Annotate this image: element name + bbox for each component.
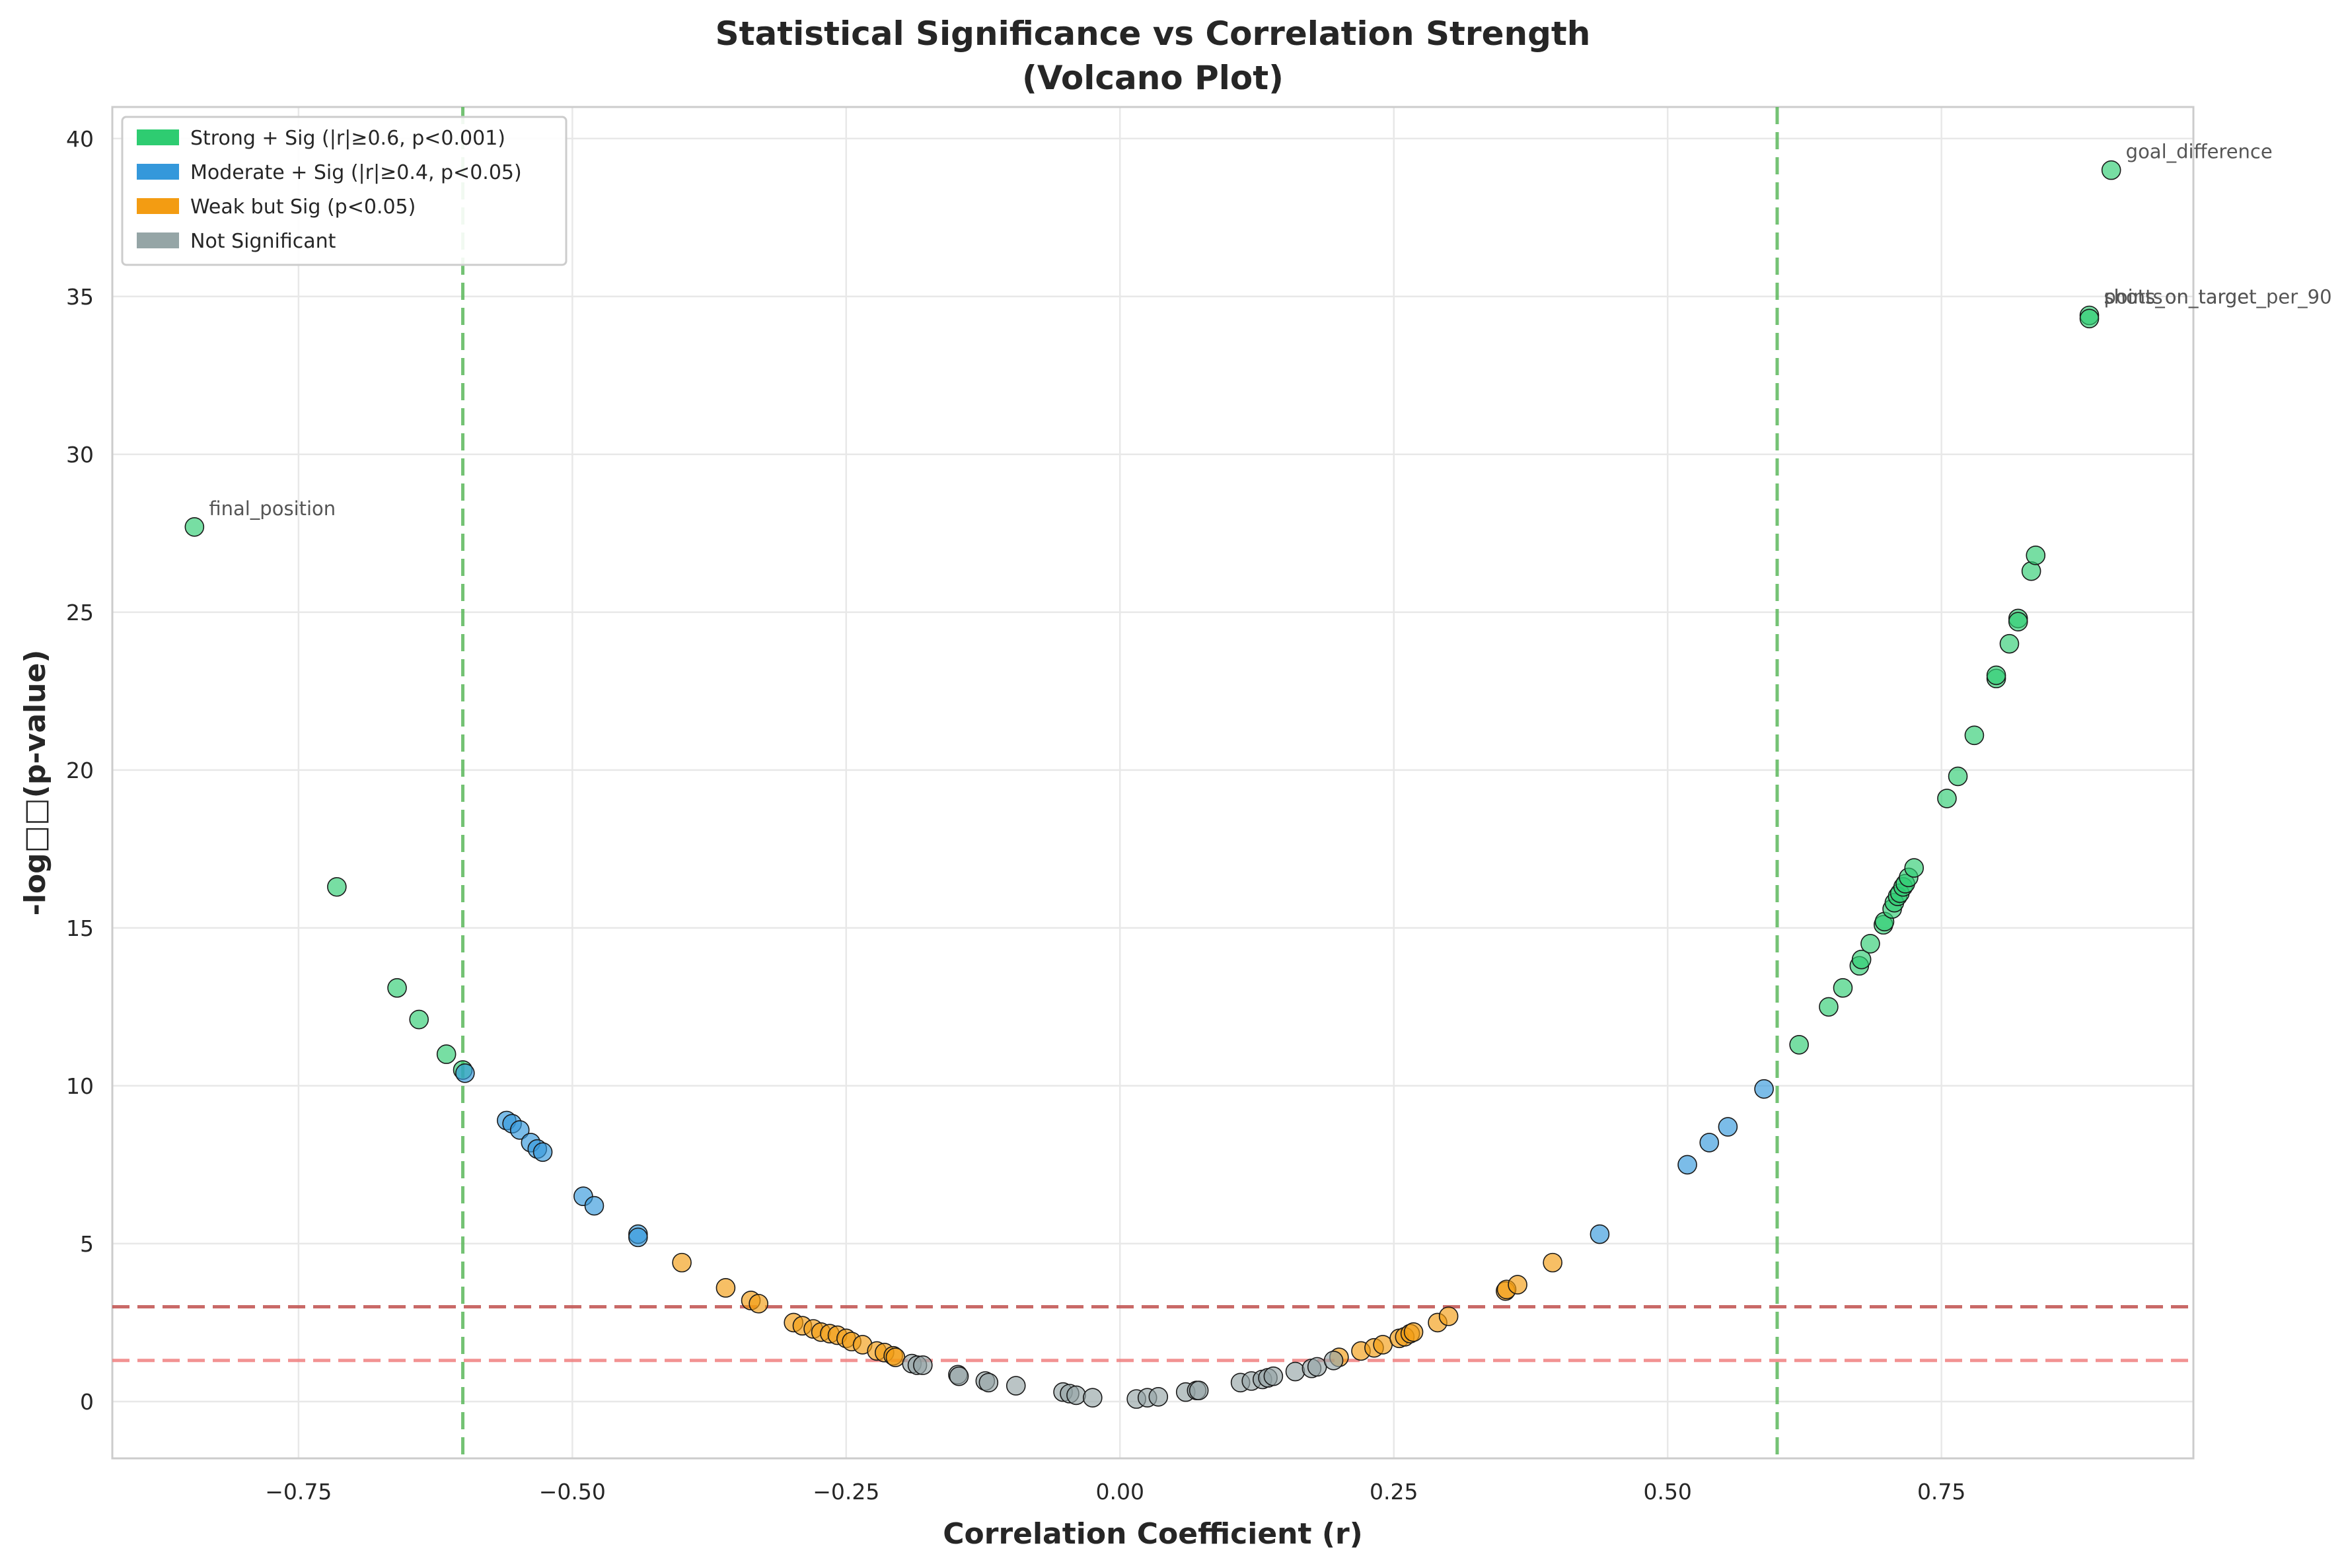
- y-tick-label: 5: [80, 1231, 94, 1257]
- grid-layer: [112, 107, 2193, 1458]
- x-axis-label: Correlation Coefficient (r): [943, 1517, 1363, 1551]
- data-point-ns: [1307, 1357, 1327, 1377]
- data-point-moderate: [584, 1195, 605, 1216]
- data-point-ns: [1189, 1380, 1209, 1401]
- x-tick-label: 0.75: [1917, 1479, 1965, 1505]
- legend-frame: [121, 116, 568, 266]
- legend-swatch-strong: [137, 129, 179, 145]
- data-point-moderate: [1677, 1155, 1697, 1175]
- data-point-strong: [1819, 997, 1839, 1017]
- legend-label: Not Significant: [190, 230, 336, 253]
- y-tick-label: 20: [66, 758, 94, 783]
- data-point-strong: [2008, 612, 2028, 632]
- point-annotation: shots_on_target_per_90: [2104, 286, 2332, 308]
- data-point-strong: [1986, 665, 2006, 686]
- legend-swatch-weak: [137, 198, 179, 214]
- data-point-strong: [1999, 633, 2020, 654]
- data-point-moderate: [455, 1063, 475, 1083]
- data-point-ns: [1148, 1386, 1169, 1407]
- data-point-ns: [949, 1366, 969, 1386]
- data-point-moderate: [1754, 1079, 1774, 1099]
- point-annotations: goal_difference shots_on_target_per_90poi…: [209, 141, 2331, 520]
- data-point-weak: [672, 1252, 692, 1273]
- data-point-strong: [327, 876, 347, 897]
- data-point-strong: [1948, 766, 1968, 787]
- data-point-strong: [1851, 949, 1872, 970]
- x-tick-label: 0.25: [1370, 1479, 1418, 1505]
- y-tick-label: 25: [66, 600, 94, 625]
- y-tick-label: 15: [66, 915, 94, 941]
- data-point-strong: [2079, 308, 2100, 329]
- y-tick-label: 40: [66, 126, 94, 152]
- plot-area-frame: [111, 106, 2195, 1460]
- data-point-weak: [749, 1293, 768, 1314]
- data-point-strong: [1789, 1034, 1809, 1055]
- y-tick-label: 30: [66, 442, 94, 468]
- chart-title: Statistical Significance vs Correlation …: [715, 15, 1591, 53]
- data-point-strong: [2026, 546, 2046, 565]
- data-point-weak: [1438, 1306, 1459, 1326]
- data-point-moderate: [1590, 1224, 1610, 1244]
- x-tick-label: −0.50: [539, 1479, 606, 1505]
- data-point-weak: [1373, 1335, 1393, 1355]
- data-point-weak: [1543, 1252, 1562, 1273]
- data-point-strong: [1937, 789, 1957, 808]
- data-point-ns: [1323, 1351, 1344, 1371]
- y-tick-label: 0: [80, 1389, 94, 1415]
- data-point-ns: [1066, 1385, 1086, 1406]
- data-point-strong: [1860, 933, 1880, 954]
- point-annotation: final_position: [209, 497, 336, 520]
- axis-ticks: −0.75 −0.50 −0.25 0.00 0.25 0.50 0.75 0 5 10 15 20 2…: [66, 126, 1965, 1505]
- data-point-strong: [387, 978, 407, 998]
- data-point-weak: [1508, 1275, 1527, 1295]
- data-point-strong: [409, 1009, 429, 1030]
- data-point-moderate: [1718, 1117, 1738, 1137]
- point-annotation: points: [2104, 286, 2163, 308]
- x-tick-label: −0.75: [265, 1479, 332, 1505]
- data-point-ns: [1285, 1361, 1305, 1382]
- chart-subtitle: (Volcano Plot): [1022, 59, 1284, 97]
- legend-swatch-ns: [137, 232, 179, 248]
- data-point-moderate: [509, 1120, 530, 1140]
- point-annotation: shots_on_target: [2104, 286, 2257, 308]
- x-tick-label: 0.50: [1643, 1479, 1691, 1505]
- legend-label: Strong + Sig (|r|≥0.6, p<0.001): [190, 127, 505, 150]
- x-tick-label: 0.00: [1096, 1479, 1144, 1505]
- legend-swatch-moderate: [137, 164, 179, 180]
- data-point-strong: [1904, 858, 1924, 878]
- data-point-weak: [1403, 1322, 1424, 1342]
- data-point-strong: [1833, 978, 1853, 998]
- threshold-lines: [112, 107, 2193, 1458]
- data-point-strong: [2101, 160, 2121, 180]
- y-tick-label: 10: [66, 1073, 94, 1099]
- data-point-weak: [885, 1347, 906, 1367]
- y-axis-label: -log□□(p-value): [18, 650, 52, 916]
- data-point-strong: [436, 1044, 457, 1064]
- y-tick-label: 35: [66, 284, 94, 310]
- data-point-strong: [184, 517, 205, 537]
- data-point-ns: [1263, 1366, 1284, 1386]
- data-point-ns: [1083, 1388, 1103, 1408]
- data-point-strong: [1964, 725, 1985, 746]
- data-points: [184, 160, 2121, 1409]
- legend-label: Weak but Sig (p<0.05): [190, 196, 416, 219]
- data-point-moderate: [532, 1142, 553, 1162]
- data-point-ns: [978, 1372, 999, 1393]
- data-point-ns: [913, 1355, 933, 1375]
- data-point-weak: [715, 1278, 736, 1298]
- data-point-moderate: [1699, 1133, 1720, 1153]
- data-point-ns: [1006, 1376, 1026, 1396]
- legend: Strong + Sig (|r|≥0.6, p<0.001) Moderate …: [121, 116, 568, 266]
- point-annotation: goal_difference: [2126, 141, 2273, 163]
- legend-label: Moderate + Sig (|r|≥0.4, p<0.05): [190, 161, 522, 184]
- x-tick-label: −0.25: [813, 1479, 879, 1505]
- data-point-moderate: [628, 1227, 648, 1248]
